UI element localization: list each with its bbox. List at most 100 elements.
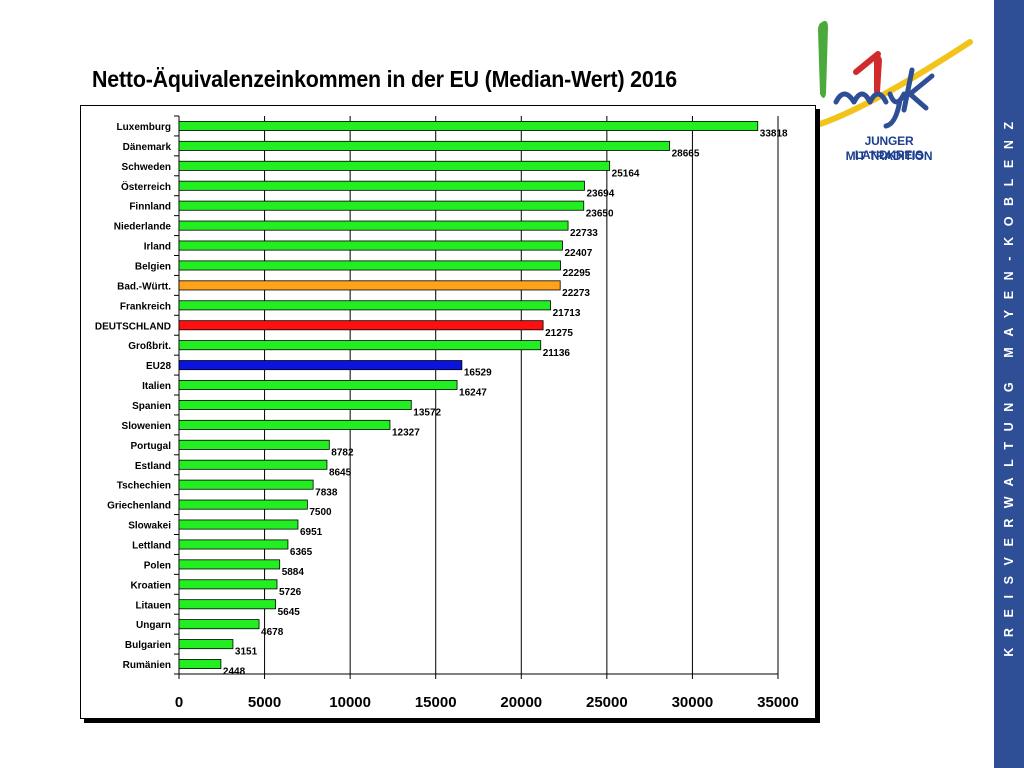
category-label: Slowakei [128, 521, 171, 532]
bar [178, 240, 563, 251]
category-label: Kroatien [130, 580, 171, 591]
bar [178, 360, 463, 371]
bar [178, 380, 458, 391]
data-label: 22407 [564, 248, 592, 259]
bar [178, 180, 585, 191]
data-label: 22295 [563, 268, 591, 279]
data-label: 21275 [545, 328, 573, 339]
category-label: Ungarn [136, 620, 171, 631]
x-tick-label: 20000 [500, 694, 542, 711]
category-label: Tschechien [117, 481, 171, 492]
category-label: Bulgarien [125, 640, 171, 651]
bar [178, 320, 544, 331]
chart-title: Netto-Äquivalenzeinkommen in der EU (Med… [92, 66, 678, 92]
category-label: Estland [135, 461, 171, 472]
category-label: DEUTSCHLAND [95, 321, 171, 332]
data-label: 5645 [278, 607, 301, 618]
category-label: Großbrit. [128, 341, 171, 352]
bar [178, 340, 542, 351]
data-label: 23694 [587, 188, 615, 199]
chart-frame: 0 5000 10000 15000 20000 25000 30000 35000 Luxem… [80, 105, 816, 719]
data-label: 12327 [392, 427, 420, 438]
bar-chart: 0 5000 10000 15000 20000 25000 30000 35000 Luxem… [95, 115, 799, 711]
x-tick-label: 15000 [415, 694, 457, 711]
bar [178, 160, 611, 171]
bar [178, 599, 277, 610]
bar [178, 419, 391, 430]
data-label: 25164 [612, 168, 640, 179]
bar [178, 659, 222, 670]
bar [178, 220, 569, 231]
category-label: Finnland [129, 202, 171, 213]
bar [178, 280, 561, 291]
side-band [994, 0, 1024, 768]
category-label: Luxemburg [117, 122, 171, 133]
category-label: Bad.-Württ. [117, 281, 171, 292]
category-label: EU28 [146, 361, 171, 372]
data-label: 28665 [672, 148, 700, 159]
x-tick-label: 0 [175, 694, 183, 711]
data-label: 8782 [331, 447, 354, 458]
category-label: Niederlande [114, 222, 172, 233]
bar [178, 539, 289, 550]
data-label: 16247 [459, 388, 487, 399]
category-label: Österreich [121, 180, 171, 193]
x-tick-label: 5000 [248, 694, 281, 711]
bar [178, 260, 561, 271]
category-label: Belgien [135, 261, 171, 272]
category-label: Litauen [135, 600, 171, 611]
side-banner-text: KREISVERWALTUNG MAYEN-KOBLENZ [1002, 111, 1016, 657]
bar [178, 140, 670, 151]
data-label: 13572 [413, 408, 441, 419]
bar [178, 619, 260, 630]
bar [178, 439, 330, 450]
bar [178, 120, 759, 131]
category-label: Rumänien [123, 660, 171, 671]
category-label: Italien [142, 381, 171, 392]
category-label: Dänemark [123, 142, 172, 153]
x-tick-label: 35000 [757, 694, 799, 711]
data-label: 16529 [464, 368, 492, 379]
bar [178, 559, 281, 570]
data-label: 7838 [315, 487, 338, 498]
data-label: 21136 [543, 348, 571, 359]
data-label: 3151 [235, 647, 258, 658]
category-label: Polen [144, 560, 171, 571]
data-label: 7500 [309, 507, 332, 518]
category-label: Frankreich [120, 301, 171, 312]
data-label: 22273 [562, 288, 590, 299]
logo-line-1: JUNGER LANDKREIS [854, 134, 924, 162]
category-label: Portugal [130, 441, 171, 452]
x-tick-label: 30000 [672, 694, 714, 711]
bar [178, 579, 278, 590]
data-label: 21713 [553, 308, 581, 319]
data-label: 6951 [300, 527, 323, 538]
logo-line-2: MIT TRADITION [845, 149, 933, 163]
data-label: 5884 [282, 567, 305, 578]
category-label: Slowenien [122, 421, 171, 432]
data-label: 2448 [223, 667, 246, 678]
x-tick-label: 25000 [586, 694, 628, 711]
bar [178, 459, 328, 470]
category-label: Lettland [132, 540, 171, 551]
category-label: Griechenland [107, 501, 171, 512]
x-tick-label: 10000 [329, 694, 371, 711]
bar [178, 639, 234, 650]
data-label: 33818 [760, 129, 788, 140]
bar [178, 499, 308, 510]
data-label: 4678 [261, 627, 284, 638]
bar [178, 200, 585, 211]
bar [178, 519, 299, 530]
data-label: 8645 [329, 467, 352, 478]
data-label: 5726 [279, 587, 302, 598]
bar [178, 300, 552, 311]
data-label: 6365 [290, 547, 313, 558]
category-label: Irland [144, 242, 171, 253]
bar [178, 399, 412, 410]
bar [178, 479, 314, 490]
category-label: Spanien [132, 401, 171, 412]
data-label: 22733 [570, 228, 598, 239]
landkreis-logo [817, 20, 973, 129]
category-label: Schweden [122, 162, 171, 173]
data-label: 23650 [586, 208, 614, 219]
